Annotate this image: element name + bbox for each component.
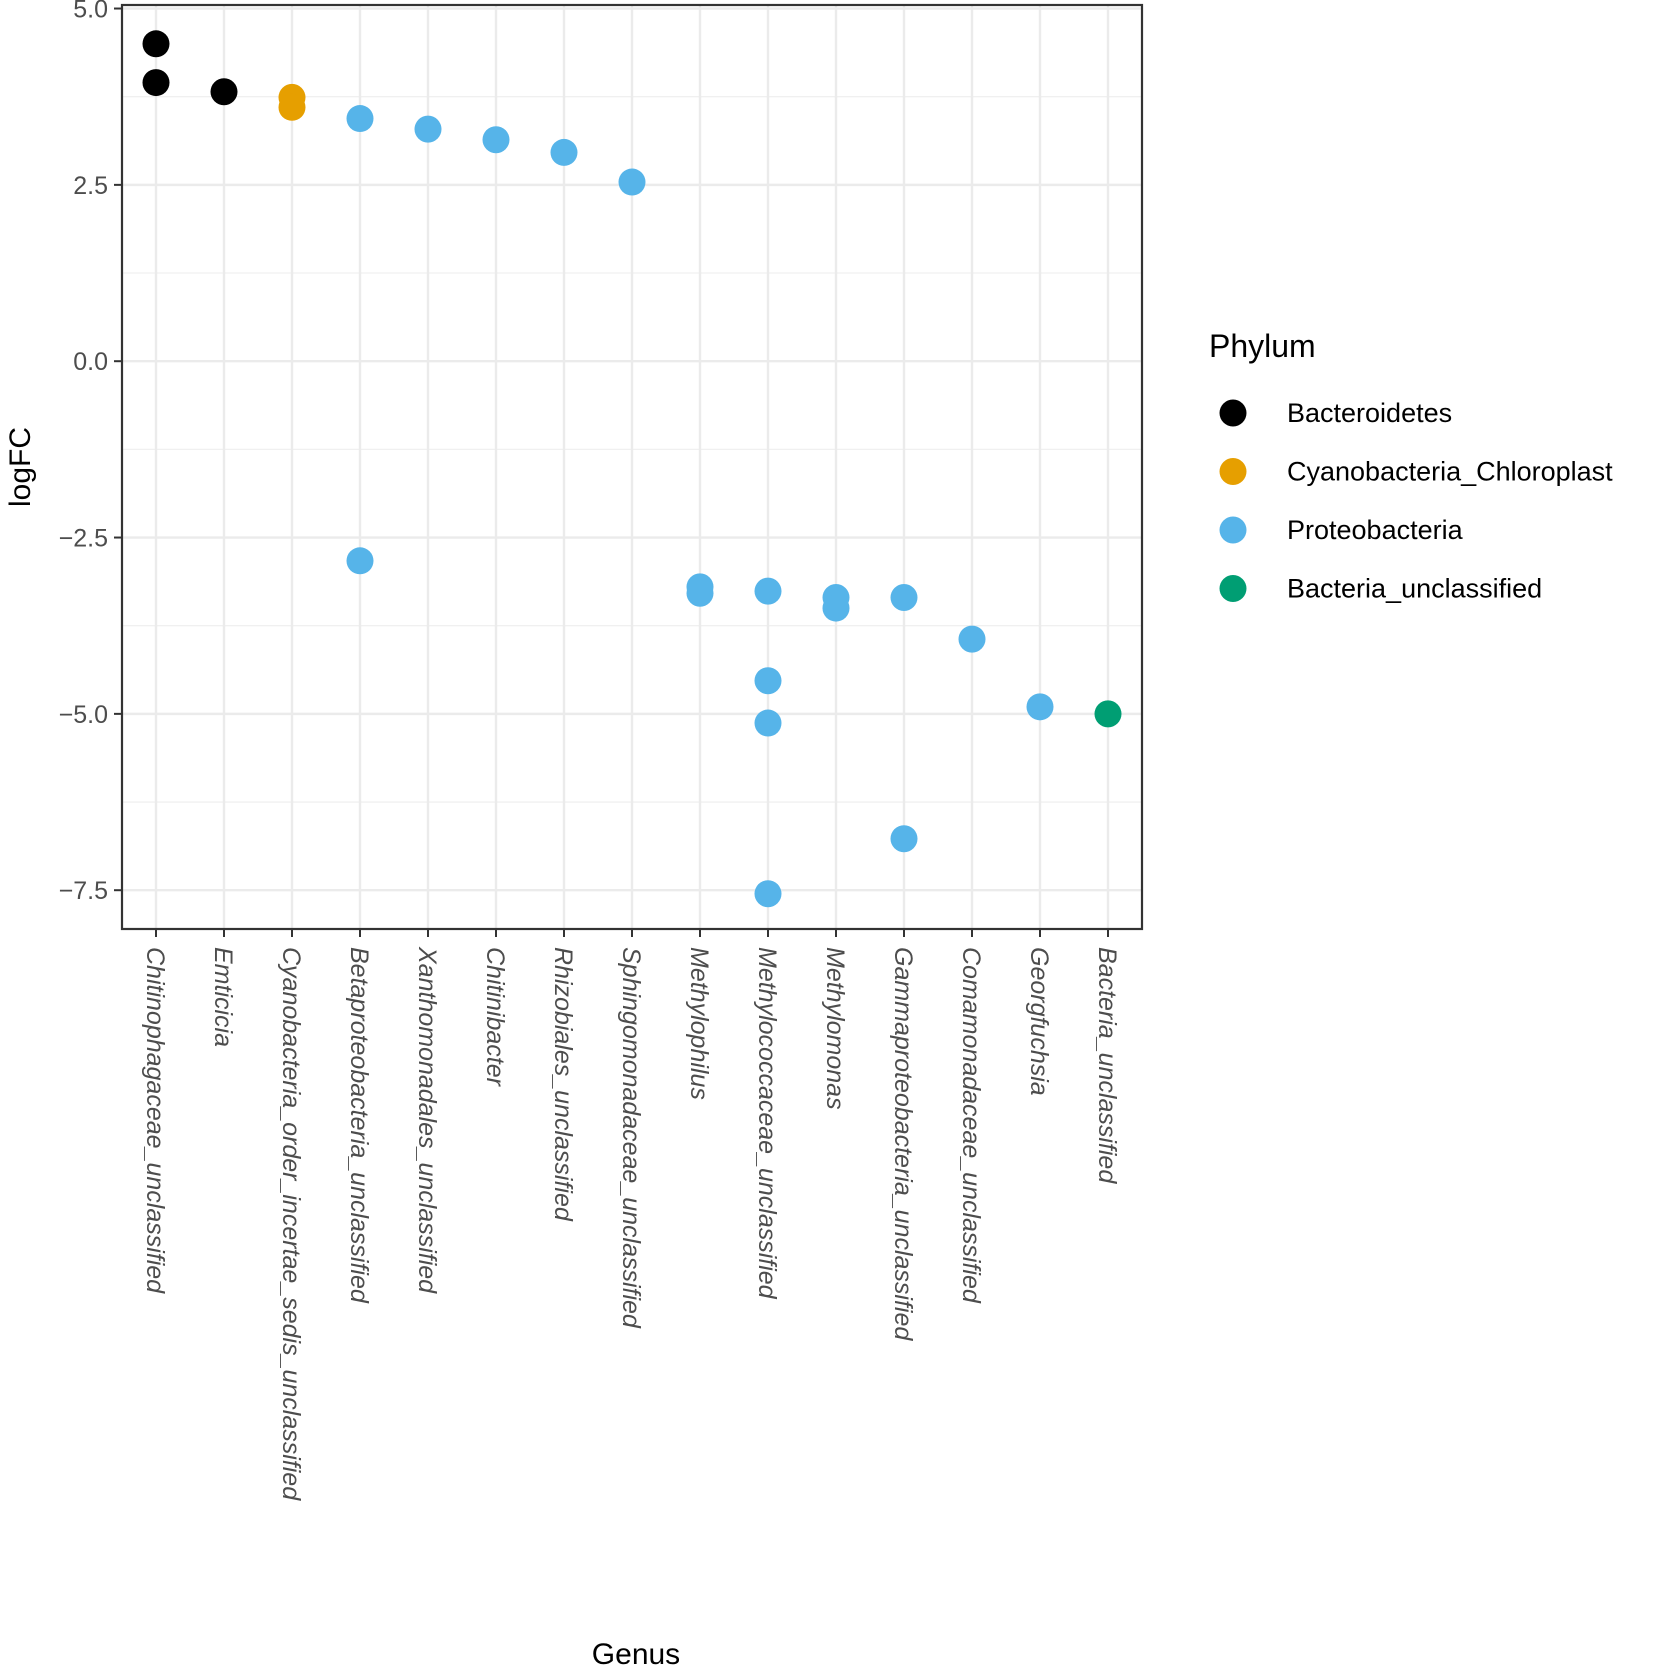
- x-tick-label: Bacteria_unclassified: [1093, 947, 1121, 1184]
- data-point: [482, 126, 510, 154]
- x-tick-label: Methylomonas: [821, 947, 849, 1110]
- data-point: [686, 579, 714, 607]
- y-axis-title: logFC: [4, 427, 37, 507]
- data-point: [346, 105, 374, 133]
- x-axis-title: Genus: [592, 1638, 680, 1671]
- y-tick-label: −5.0: [59, 701, 108, 729]
- x-axis-ticks: Chitinophagaceae_unclassified Emticicia Cy…: [141, 929, 1121, 1501]
- y-tick-label: −7.5: [59, 877, 108, 905]
- data-point: [346, 547, 374, 575]
- data-point: [890, 583, 918, 611]
- x-tick-label: Chitinophagaceae_unclassified: [141, 947, 169, 1294]
- legend-label: Proteobacteria: [1287, 515, 1464, 545]
- legend-key: [1219, 399, 1247, 427]
- x-tick-label: Rhizobiales_unclassified: [549, 947, 577, 1222]
- legend-key: [1219, 575, 1247, 602]
- data-point: [142, 30, 170, 58]
- legend-title: Phylum: [1209, 328, 1316, 364]
- x-tick-label: Sphingomonadaceae_unclassified: [617, 947, 645, 1329]
- legend-key: [1219, 516, 1247, 544]
- data-point: [210, 78, 238, 106]
- data-point: [958, 625, 986, 653]
- y-axis-ticks: 5.0 2.5 0.0 −2.5 −5.0 −7.5: [59, 0, 122, 905]
- x-tick-label: Chitinibacter: [481, 947, 509, 1088]
- y-tick-label: −2.5: [59, 525, 108, 553]
- data-point: [754, 880, 782, 908]
- legend: Phylum Bacteroidetes Cyanobacteria_Chloro…: [1209, 328, 1613, 604]
- data-point: [754, 577, 782, 605]
- y-tick-label: 5.0: [73, 0, 108, 24]
- x-tick-label: Emticicia: [209, 947, 237, 1047]
- data-point: [278, 93, 306, 121]
- x-tick-label: Georgfuchsia: [1025, 947, 1053, 1096]
- x-tick-label: Gammaproteobacteria_unclassified: [889, 947, 917, 1341]
- x-tick-label: Betaproteobacteria_unclassified: [345, 947, 373, 1304]
- data-point: [1026, 693, 1054, 721]
- x-tick-label: Xanthomonadales_unclassified: [413, 946, 441, 1294]
- legend-label: Bacteria_unclassified: [1287, 574, 1542, 604]
- x-tick-label: Cyanobacteria_order_incertae_sedis_uncla…: [277, 947, 305, 1501]
- grid-lines: [122, 5, 1142, 929]
- data-point: [414, 115, 442, 143]
- panel-border: [120, 3, 1144, 931]
- data-point: [822, 594, 850, 622]
- data-points: [142, 30, 1122, 908]
- legend-label: Bacteroidetes: [1287, 398, 1452, 428]
- data-point: [618, 168, 646, 196]
- legend-label: Cyanobacteria_Chloroplast: [1287, 457, 1613, 487]
- data-point: [1094, 700, 1122, 728]
- data-point: [142, 69, 170, 97]
- data-point: [890, 825, 918, 853]
- x-tick-label: Methylococcaceae_unclassified: [753, 947, 781, 1300]
- y-tick-label: 0.0: [73, 348, 108, 376]
- data-point: [754, 667, 782, 695]
- legend-key: [1219, 458, 1247, 485]
- data-point: [754, 709, 782, 737]
- x-tick-label: Methylophilus: [685, 947, 713, 1100]
- x-tick-label: Comamonadaceae_unclassified: [957, 947, 985, 1304]
- data-point: [550, 138, 578, 166]
- y-tick-label: 2.5: [73, 172, 108, 200]
